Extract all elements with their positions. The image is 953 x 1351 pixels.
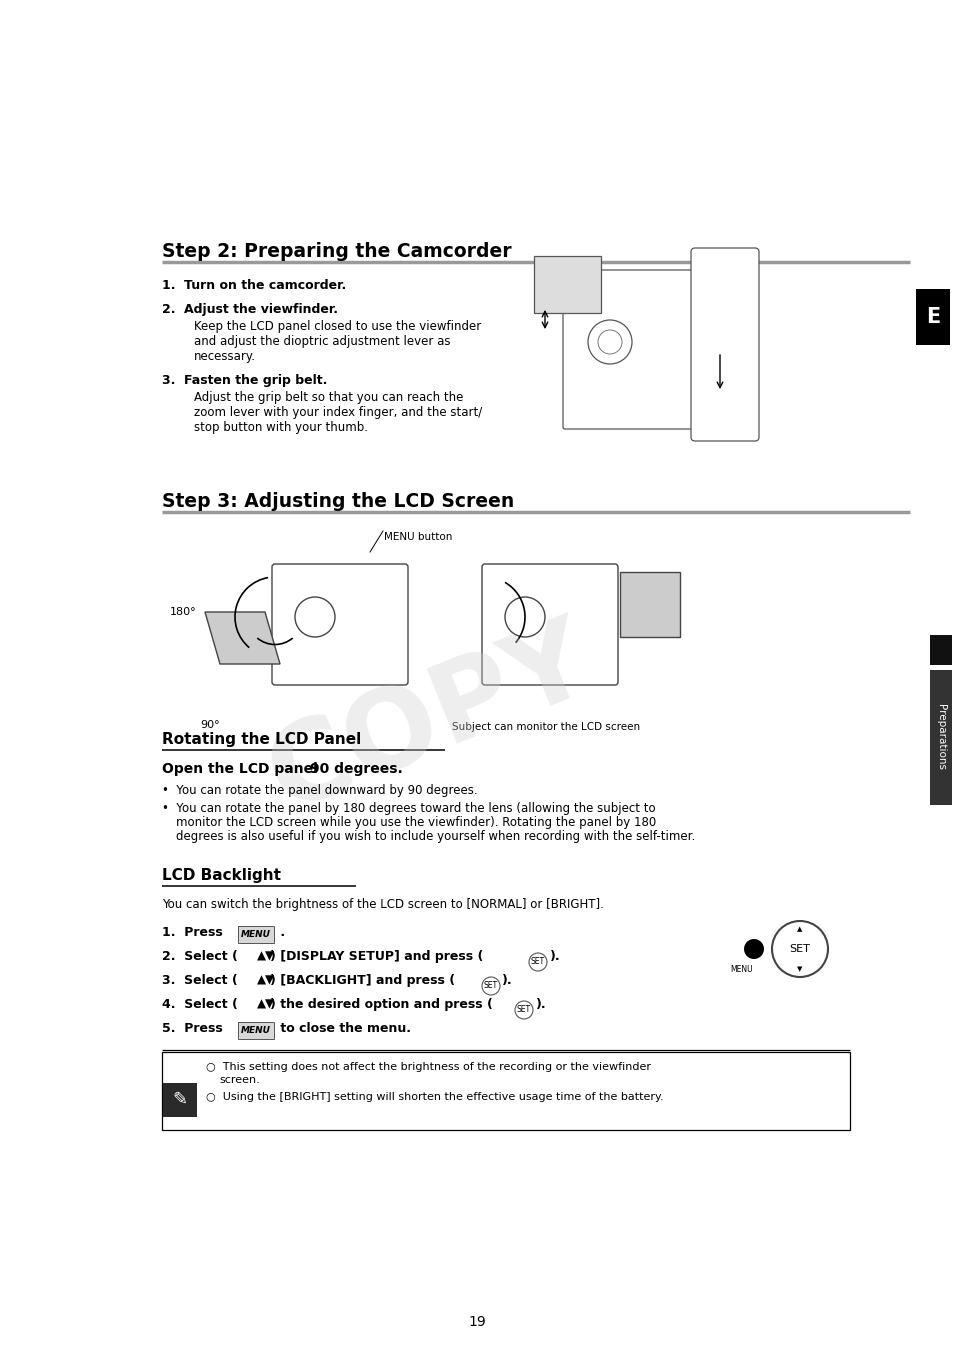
Text: zoom lever with your index finger, and the start/: zoom lever with your index finger, and t…	[193, 407, 482, 419]
Text: Open the LCD panel: Open the LCD panel	[162, 762, 322, 775]
FancyBboxPatch shape	[272, 563, 408, 685]
Text: SET: SET	[517, 1005, 531, 1015]
FancyBboxPatch shape	[481, 563, 618, 685]
Text: and adjust the dioptric adjustment lever as: and adjust the dioptric adjustment lever…	[193, 335, 450, 349]
FancyBboxPatch shape	[690, 249, 759, 440]
Circle shape	[743, 939, 763, 959]
FancyBboxPatch shape	[163, 1084, 196, 1117]
Text: stop button with your thumb.: stop button with your thumb.	[193, 422, 368, 434]
FancyBboxPatch shape	[162, 1052, 849, 1129]
FancyBboxPatch shape	[929, 670, 951, 805]
Text: .: .	[275, 925, 285, 939]
Text: ○  Using the [BRIGHT] setting will shorten the effective usage time of the batte: ○ Using the [BRIGHT] setting will shorte…	[206, 1092, 663, 1102]
Text: SET: SET	[531, 958, 544, 966]
FancyBboxPatch shape	[237, 925, 274, 943]
Text: ▼: ▼	[797, 966, 801, 971]
Text: ).: ).	[501, 974, 512, 988]
Text: Preparations: Preparations	[935, 704, 945, 770]
Text: ▲▼: ▲▼	[256, 950, 274, 963]
Text: 90 degrees.: 90 degrees.	[310, 762, 402, 775]
Text: MENU: MENU	[730, 965, 753, 974]
Text: Step 3: Adjusting the LCD Screen: Step 3: Adjusting the LCD Screen	[162, 492, 514, 511]
Text: SET: SET	[789, 944, 810, 954]
Text: Adjust the grip belt so that you can reach the: Adjust the grip belt so that you can rea…	[193, 390, 463, 404]
Text: 3.: 3.	[162, 374, 184, 386]
Text: ▲: ▲	[797, 925, 801, 932]
Text: You can switch the brightness of the LCD screen to [NORMAL] or [BRIGHT].: You can switch the brightness of the LCD…	[162, 898, 603, 911]
Text: necessary.: necessary.	[193, 350, 255, 363]
Text: ).: ).	[550, 950, 560, 963]
Text: COPY: COPY	[253, 607, 606, 832]
Text: ▲▼: ▲▼	[256, 998, 274, 1011]
Text: •  You can rotate the panel by 180 degrees toward the lens (allowing the subject: • You can rotate the panel by 180 degree…	[162, 802, 655, 815]
FancyBboxPatch shape	[929, 635, 951, 665]
Text: MENU: MENU	[241, 929, 271, 939]
Text: to close the menu.: to close the menu.	[275, 1021, 411, 1035]
Text: ) the desired option and press (: ) the desired option and press (	[270, 998, 493, 1011]
Text: screen.: screen.	[219, 1075, 259, 1085]
Text: 180°: 180°	[170, 607, 196, 617]
Text: ) [DISPLAY SETUP] and press (: ) [DISPLAY SETUP] and press (	[270, 950, 483, 963]
Text: LCD Backlight: LCD Backlight	[162, 867, 281, 884]
Text: 5.  Press: 5. Press	[162, 1021, 227, 1035]
FancyBboxPatch shape	[562, 270, 737, 430]
Text: 90°: 90°	[200, 720, 219, 730]
Text: Adjust the viewfinder.: Adjust the viewfinder.	[184, 303, 337, 316]
Text: E: E	[925, 307, 939, 327]
Polygon shape	[205, 612, 280, 663]
FancyBboxPatch shape	[915, 289, 949, 345]
Text: monitor the LCD screen while you use the viewfinder). Rotating the panel by 180: monitor the LCD screen while you use the…	[175, 816, 656, 830]
Text: Keep the LCD panel closed to use the viewfinder: Keep the LCD panel closed to use the vie…	[193, 320, 480, 332]
Text: •  You can rotate the panel downward by 90 degrees.: • You can rotate the panel downward by 9…	[162, 784, 477, 797]
Text: Fasten the grip belt.: Fasten the grip belt.	[184, 374, 327, 386]
Text: degrees is also useful if you wish to include yourself when recording with the s: degrees is also useful if you wish to in…	[175, 830, 695, 843]
Text: 2.  Select (: 2. Select (	[162, 950, 237, 963]
Text: MENU button: MENU button	[384, 532, 452, 542]
Text: 2.: 2.	[162, 303, 184, 316]
Text: SET: SET	[483, 981, 497, 990]
Polygon shape	[619, 571, 679, 638]
Text: 1.: 1.	[162, 280, 184, 292]
Text: 3.  Select (: 3. Select (	[162, 974, 237, 988]
Text: Subject can monitor the LCD screen: Subject can monitor the LCD screen	[452, 721, 639, 732]
Text: 4.  Select (: 4. Select (	[162, 998, 237, 1011]
Text: MENU: MENU	[241, 1025, 271, 1035]
Text: 1.  Press: 1. Press	[162, 925, 227, 939]
Text: ) [BACKLIGHT] and press (: ) [BACKLIGHT] and press (	[270, 974, 455, 988]
FancyBboxPatch shape	[534, 255, 600, 313]
Text: Step 2: Preparing the Camcorder: Step 2: Preparing the Camcorder	[162, 242, 511, 261]
FancyBboxPatch shape	[237, 1021, 274, 1039]
Text: ✎: ✎	[172, 1092, 188, 1109]
Text: Rotating the LCD Panel: Rotating the LCD Panel	[162, 732, 361, 747]
Text: ).: ).	[536, 998, 546, 1011]
Text: ○  This setting does not affect the brightness of the recording or the viewfinde: ○ This setting does not affect the brigh…	[206, 1062, 650, 1071]
Text: 19: 19	[468, 1315, 485, 1329]
Text: Turn on the camcorder.: Turn on the camcorder.	[184, 280, 346, 292]
Text: ▲▼: ▲▼	[256, 974, 274, 988]
